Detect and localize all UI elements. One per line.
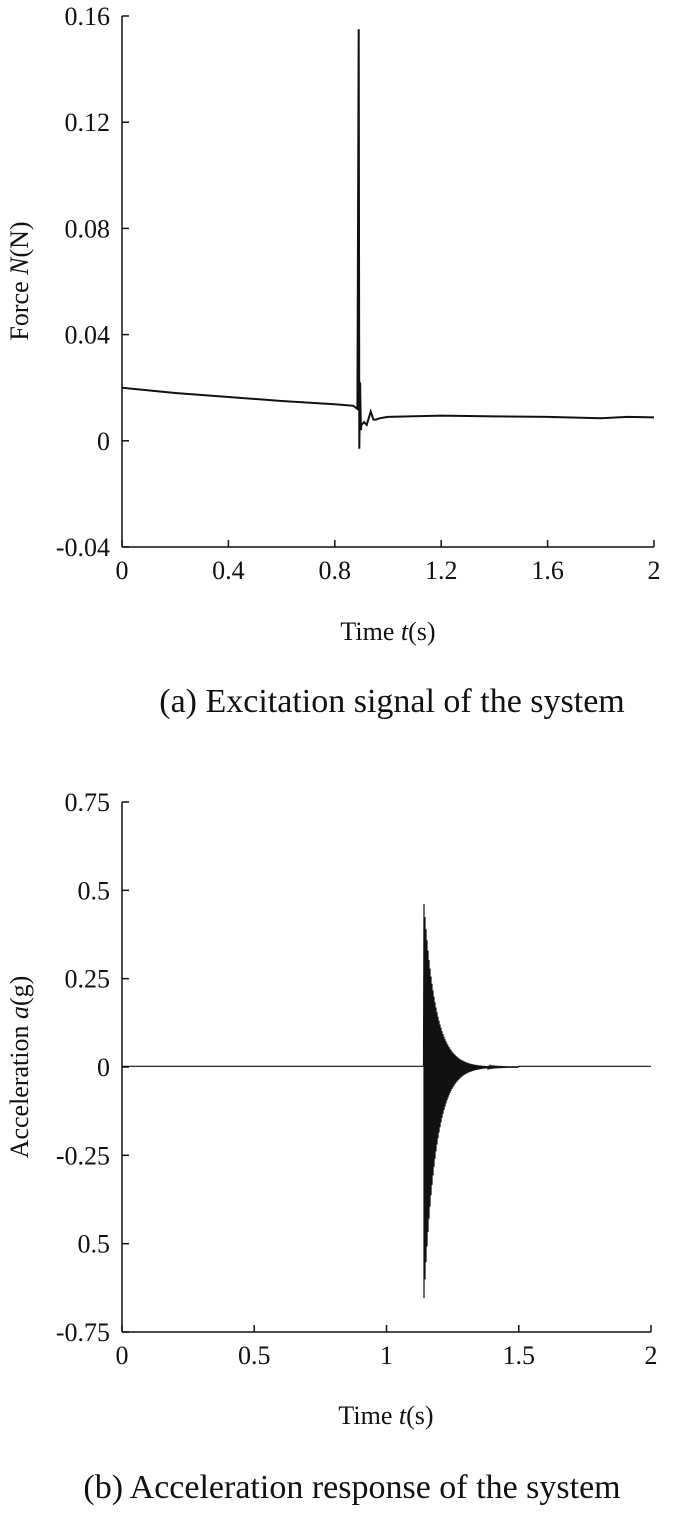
caption-a: (a) Excitation signal of the system — [159, 683, 625, 720]
y-tick-label: 0.5 — [78, 876, 111, 905]
y-axis-title: Acceleration a(g) — [5, 976, 34, 1159]
x-tick-label: 1 — [380, 1341, 393, 1370]
x-axis-title: Time t(s) — [338, 1401, 433, 1430]
x-ticks: 0 0.4 0.8 1.2 1.6 2 — [116, 540, 661, 585]
x-tick-label: 2 — [648, 556, 661, 585]
x-axis-title: Time t(s) — [340, 617, 435, 646]
chart-panel-acceleration: 0 0.5 1 1.5 2 -0.75 0.5 -0.25 0 0.25 0.5 0.75 Time… — [5, 788, 658, 1506]
caption-b: (b) Acceleration response of the system — [83, 1469, 620, 1506]
y-tick-label: 0.75 — [65, 788, 111, 817]
y-axis-title: Force N(N) — [5, 221, 34, 340]
x-ticks: 0 0.5 1 1.5 2 — [116, 1325, 658, 1370]
y-tick-label: -0.04 — [56, 533, 110, 562]
y-tick-label: 0 — [97, 427, 110, 456]
y-tick-label: 0.08 — [65, 214, 111, 243]
x-tick-label: 0.8 — [319, 556, 352, 585]
y-tick-label: 0 — [97, 1053, 110, 1082]
x-tick-label: 0.5 — [238, 1341, 271, 1370]
x-tick-label: 1.6 — [531, 556, 564, 585]
x-tick-label: 0 — [116, 1341, 129, 1370]
y-tick-label: 0.04 — [65, 321, 111, 350]
x-tick-label: 1.2 — [425, 556, 458, 585]
y-tick-label: 0.5 — [78, 1230, 111, 1259]
y-tick-label: -0.25 — [56, 1141, 110, 1170]
series-line-force — [121, 29, 655, 449]
y-tick-label: 0.12 — [65, 108, 111, 137]
x-tick-label: 0 — [116, 556, 129, 585]
y-ticks: -0.04 0 0.04 0.08 0.12 0.16 — [56, 2, 129, 562]
y-ticks: -0.75 0.5 -0.25 0 0.25 0.5 0.75 — [56, 788, 129, 1347]
x-tick-label: 2 — [645, 1341, 658, 1370]
y-tick-label: -0.75 — [56, 1318, 110, 1347]
y-tick-label: 0.16 — [65, 2, 111, 31]
y-tick-label: 0.25 — [65, 965, 111, 994]
x-tick-label: 1.5 — [503, 1341, 536, 1370]
x-tick-label: 0.4 — [212, 556, 245, 585]
series-signal-acceleration — [122, 903, 651, 1299]
